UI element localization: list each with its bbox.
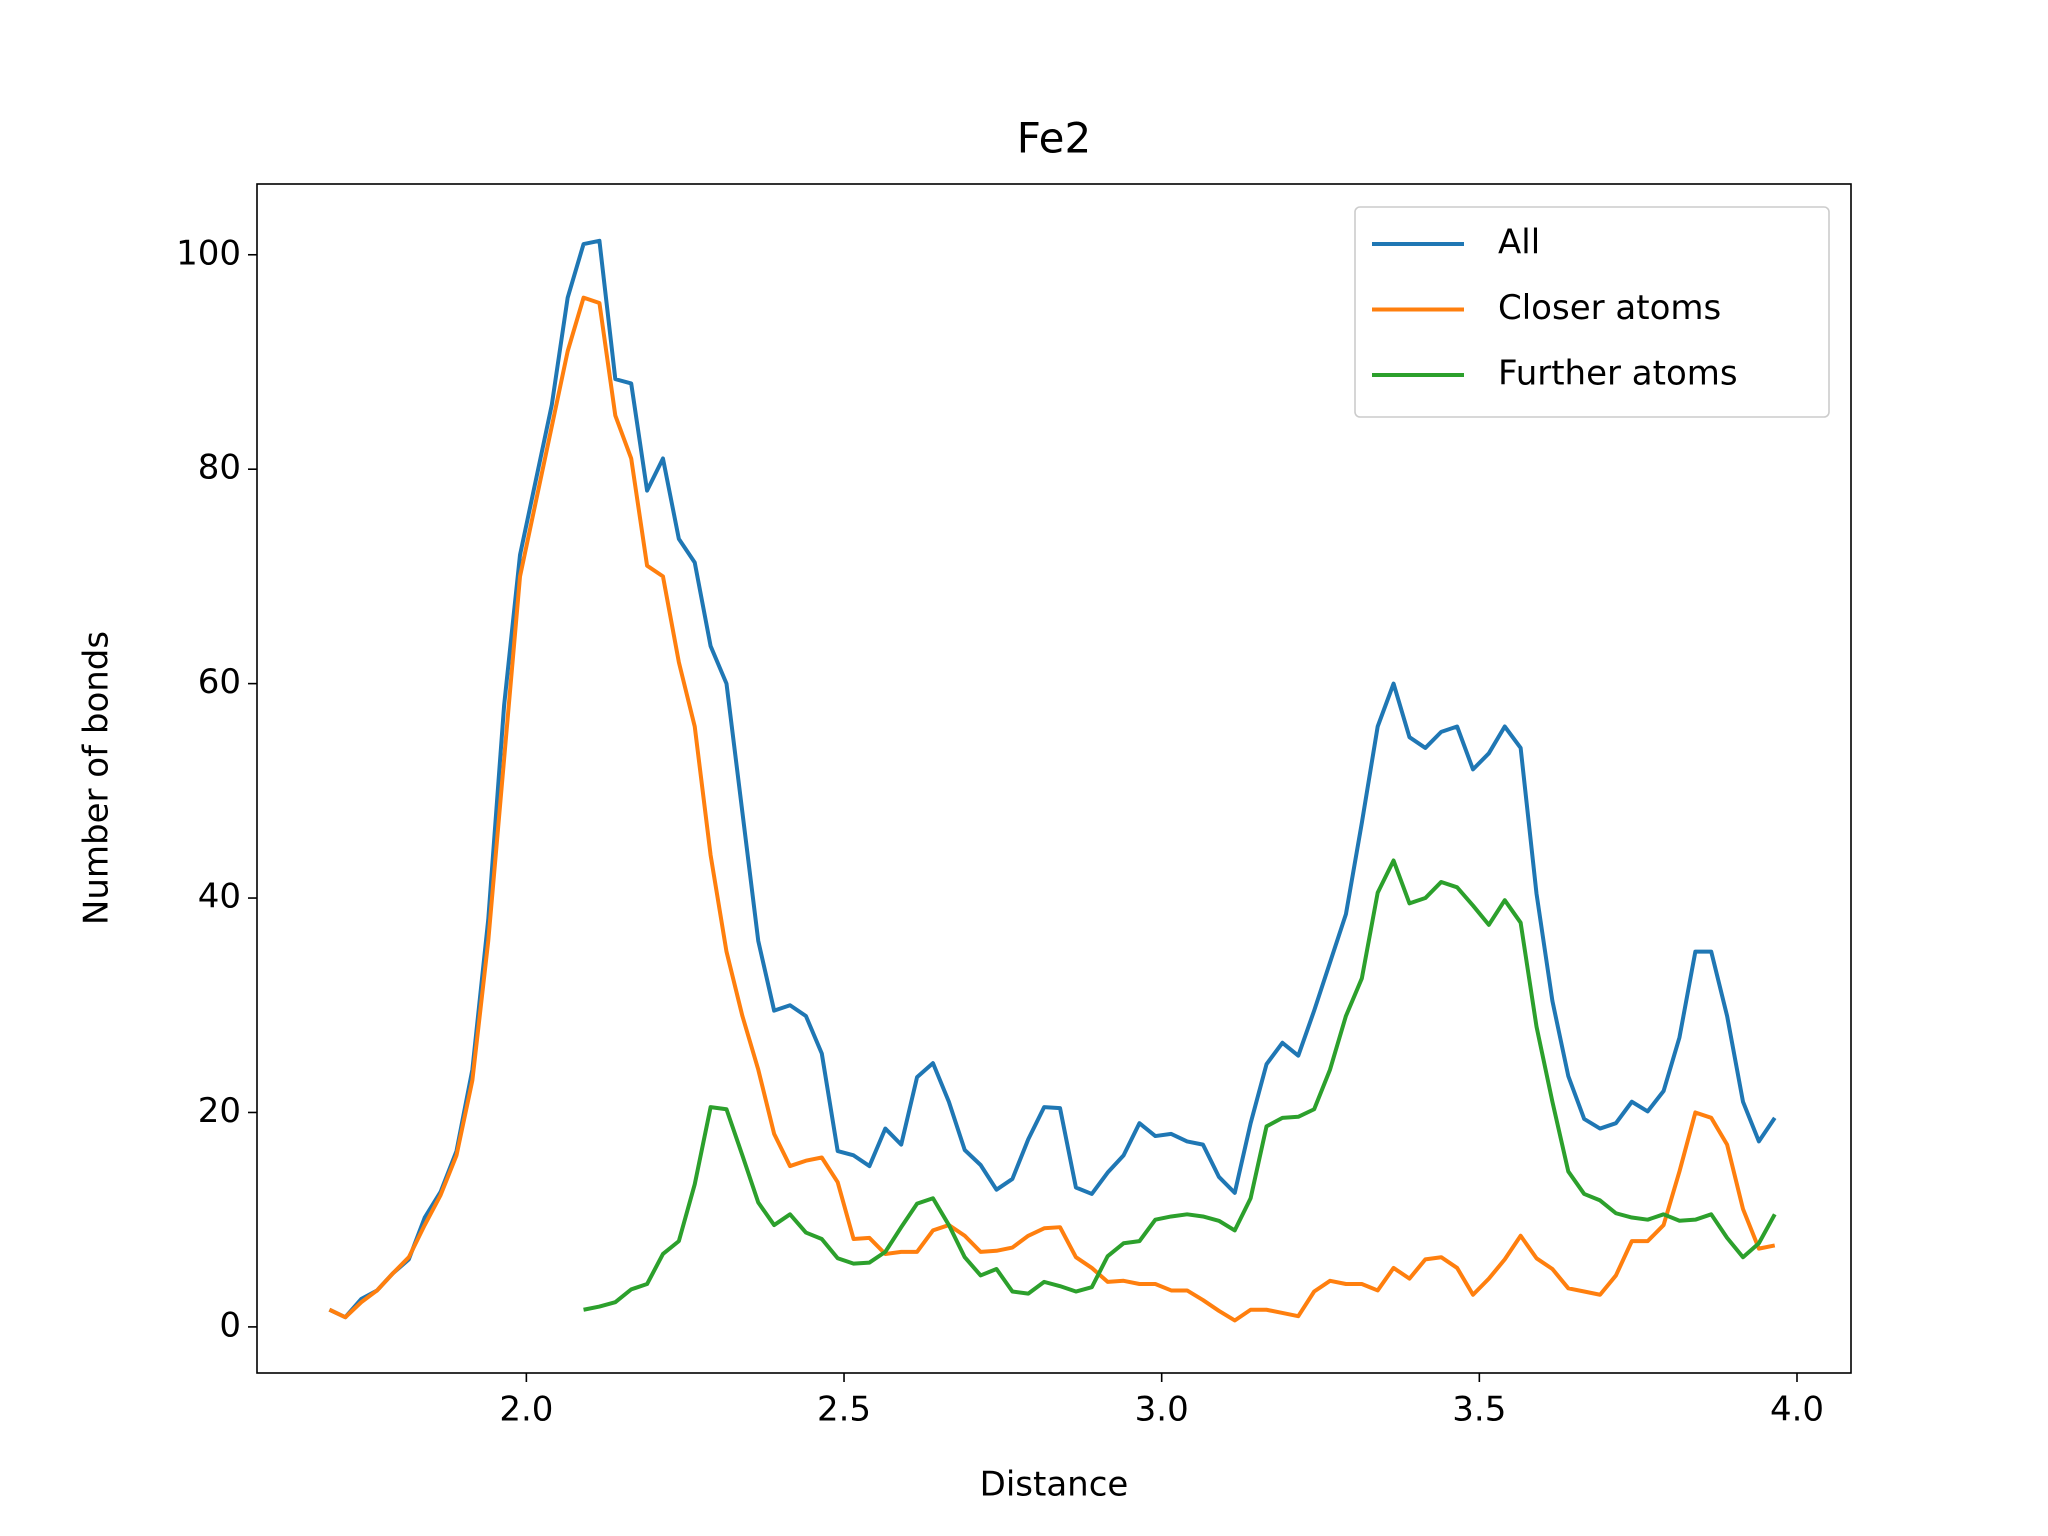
legend-label: All xyxy=(1498,223,1540,263)
y-tick-label: 80 xyxy=(198,448,241,488)
plot-frame xyxy=(256,183,1852,1374)
x-axis-label: Distance xyxy=(980,1465,1129,1505)
y-tick-label: 40 xyxy=(198,877,241,917)
y-tick-label: 0 xyxy=(219,1305,241,1345)
legend-box xyxy=(1354,206,1830,418)
y-tick-label: 60 xyxy=(198,662,241,702)
x-tick-label: 4.0 xyxy=(1770,1390,1824,1430)
legend-label: Closer atoms xyxy=(1498,288,1721,328)
x-tick-label: 2.5 xyxy=(817,1390,871,1430)
series-line xyxy=(328,295,1776,1323)
y-axis-label: Number of bonds xyxy=(77,631,117,925)
series-line xyxy=(328,238,1777,1320)
x-tick-label: 3.5 xyxy=(1452,1390,1506,1430)
chart-title: Fe2 xyxy=(1017,114,1091,163)
x-tick-label: 3.0 xyxy=(1135,1390,1189,1430)
series-line xyxy=(583,858,1777,1312)
legend-label: Further atoms xyxy=(1498,354,1738,394)
y-tick-label: 20 xyxy=(198,1091,241,1131)
y-tick-label: 100 xyxy=(176,233,241,273)
x-tick-label: 2.0 xyxy=(499,1390,553,1430)
